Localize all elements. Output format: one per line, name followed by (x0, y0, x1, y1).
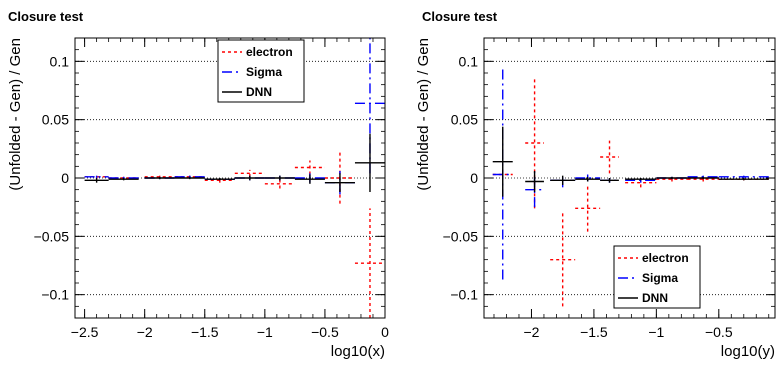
legend-label-sigma: Sigma (642, 271, 678, 285)
y-tick-label: 0.1 (459, 53, 479, 69)
y-tick-label: 0 (470, 170, 478, 186)
x-tick-label: 0 (381, 324, 389, 340)
panel-2: Closure test −0.1 −0.05 0 0.05 0.1 −2 −1.5 −1 −0.… (415, 9, 776, 360)
x-axis-label: log10(y) (721, 343, 775, 360)
y-tick-label: 0.1 (50, 53, 70, 69)
x-tick-label: −2.5 (71, 324, 99, 340)
legend-label-electron: electron (246, 45, 293, 59)
y-axis-label: (Unfolded - Gen) / Gen (7, 38, 24, 191)
y-tick-label: −0.1 (41, 287, 69, 303)
x-tick-label: −1 (648, 324, 664, 340)
series-dnn (84, 133, 385, 192)
chart-title: Closure test (8, 9, 84, 24)
x-tick-label: −0.5 (311, 324, 339, 340)
y-tick-label: −0.05 (34, 228, 70, 244)
y-tick-label: 0.05 (451, 112, 478, 128)
x-tick-label: −0.5 (705, 324, 733, 340)
y-tick-label: −0.1 (450, 287, 478, 303)
data-layer (84, 38, 385, 318)
legend-label-electron: electron (642, 251, 689, 265)
x-tick-label: −1.5 (191, 324, 219, 340)
y-tick-label: 0 (61, 170, 69, 186)
legend-label-dnn: DNN (642, 291, 668, 305)
x-tick-label: −1.5 (580, 324, 608, 340)
legend: electron Sigma DNN (217, 39, 305, 103)
y-tick-label: 0.05 (42, 112, 69, 128)
x-axis-label: log10(x) (331, 343, 385, 360)
data-layer (492, 69, 769, 307)
chart-title: Closure test (422, 9, 498, 24)
legend-label-dnn: DNN (246, 85, 272, 99)
x-tick-label: −2 (137, 324, 153, 340)
panel-1: Closure test −0.1 −0.05 0 0.05 0.1 −2.5 −2 −1.5 −… (7, 9, 389, 360)
legend: electron Sigma DNN (613, 245, 701, 309)
plot-frame (74, 37, 386, 319)
plot-frame (483, 37, 776, 319)
x-tick-label: −1 (257, 324, 273, 340)
x-tick-label: −2 (523, 324, 539, 340)
y-axis-label: (Unfolded - Gen) / Gen (415, 38, 432, 191)
series-dnn (492, 126, 769, 197)
y-tick-label: −0.05 (443, 228, 479, 244)
legend-label-sigma: Sigma (246, 65, 282, 79)
